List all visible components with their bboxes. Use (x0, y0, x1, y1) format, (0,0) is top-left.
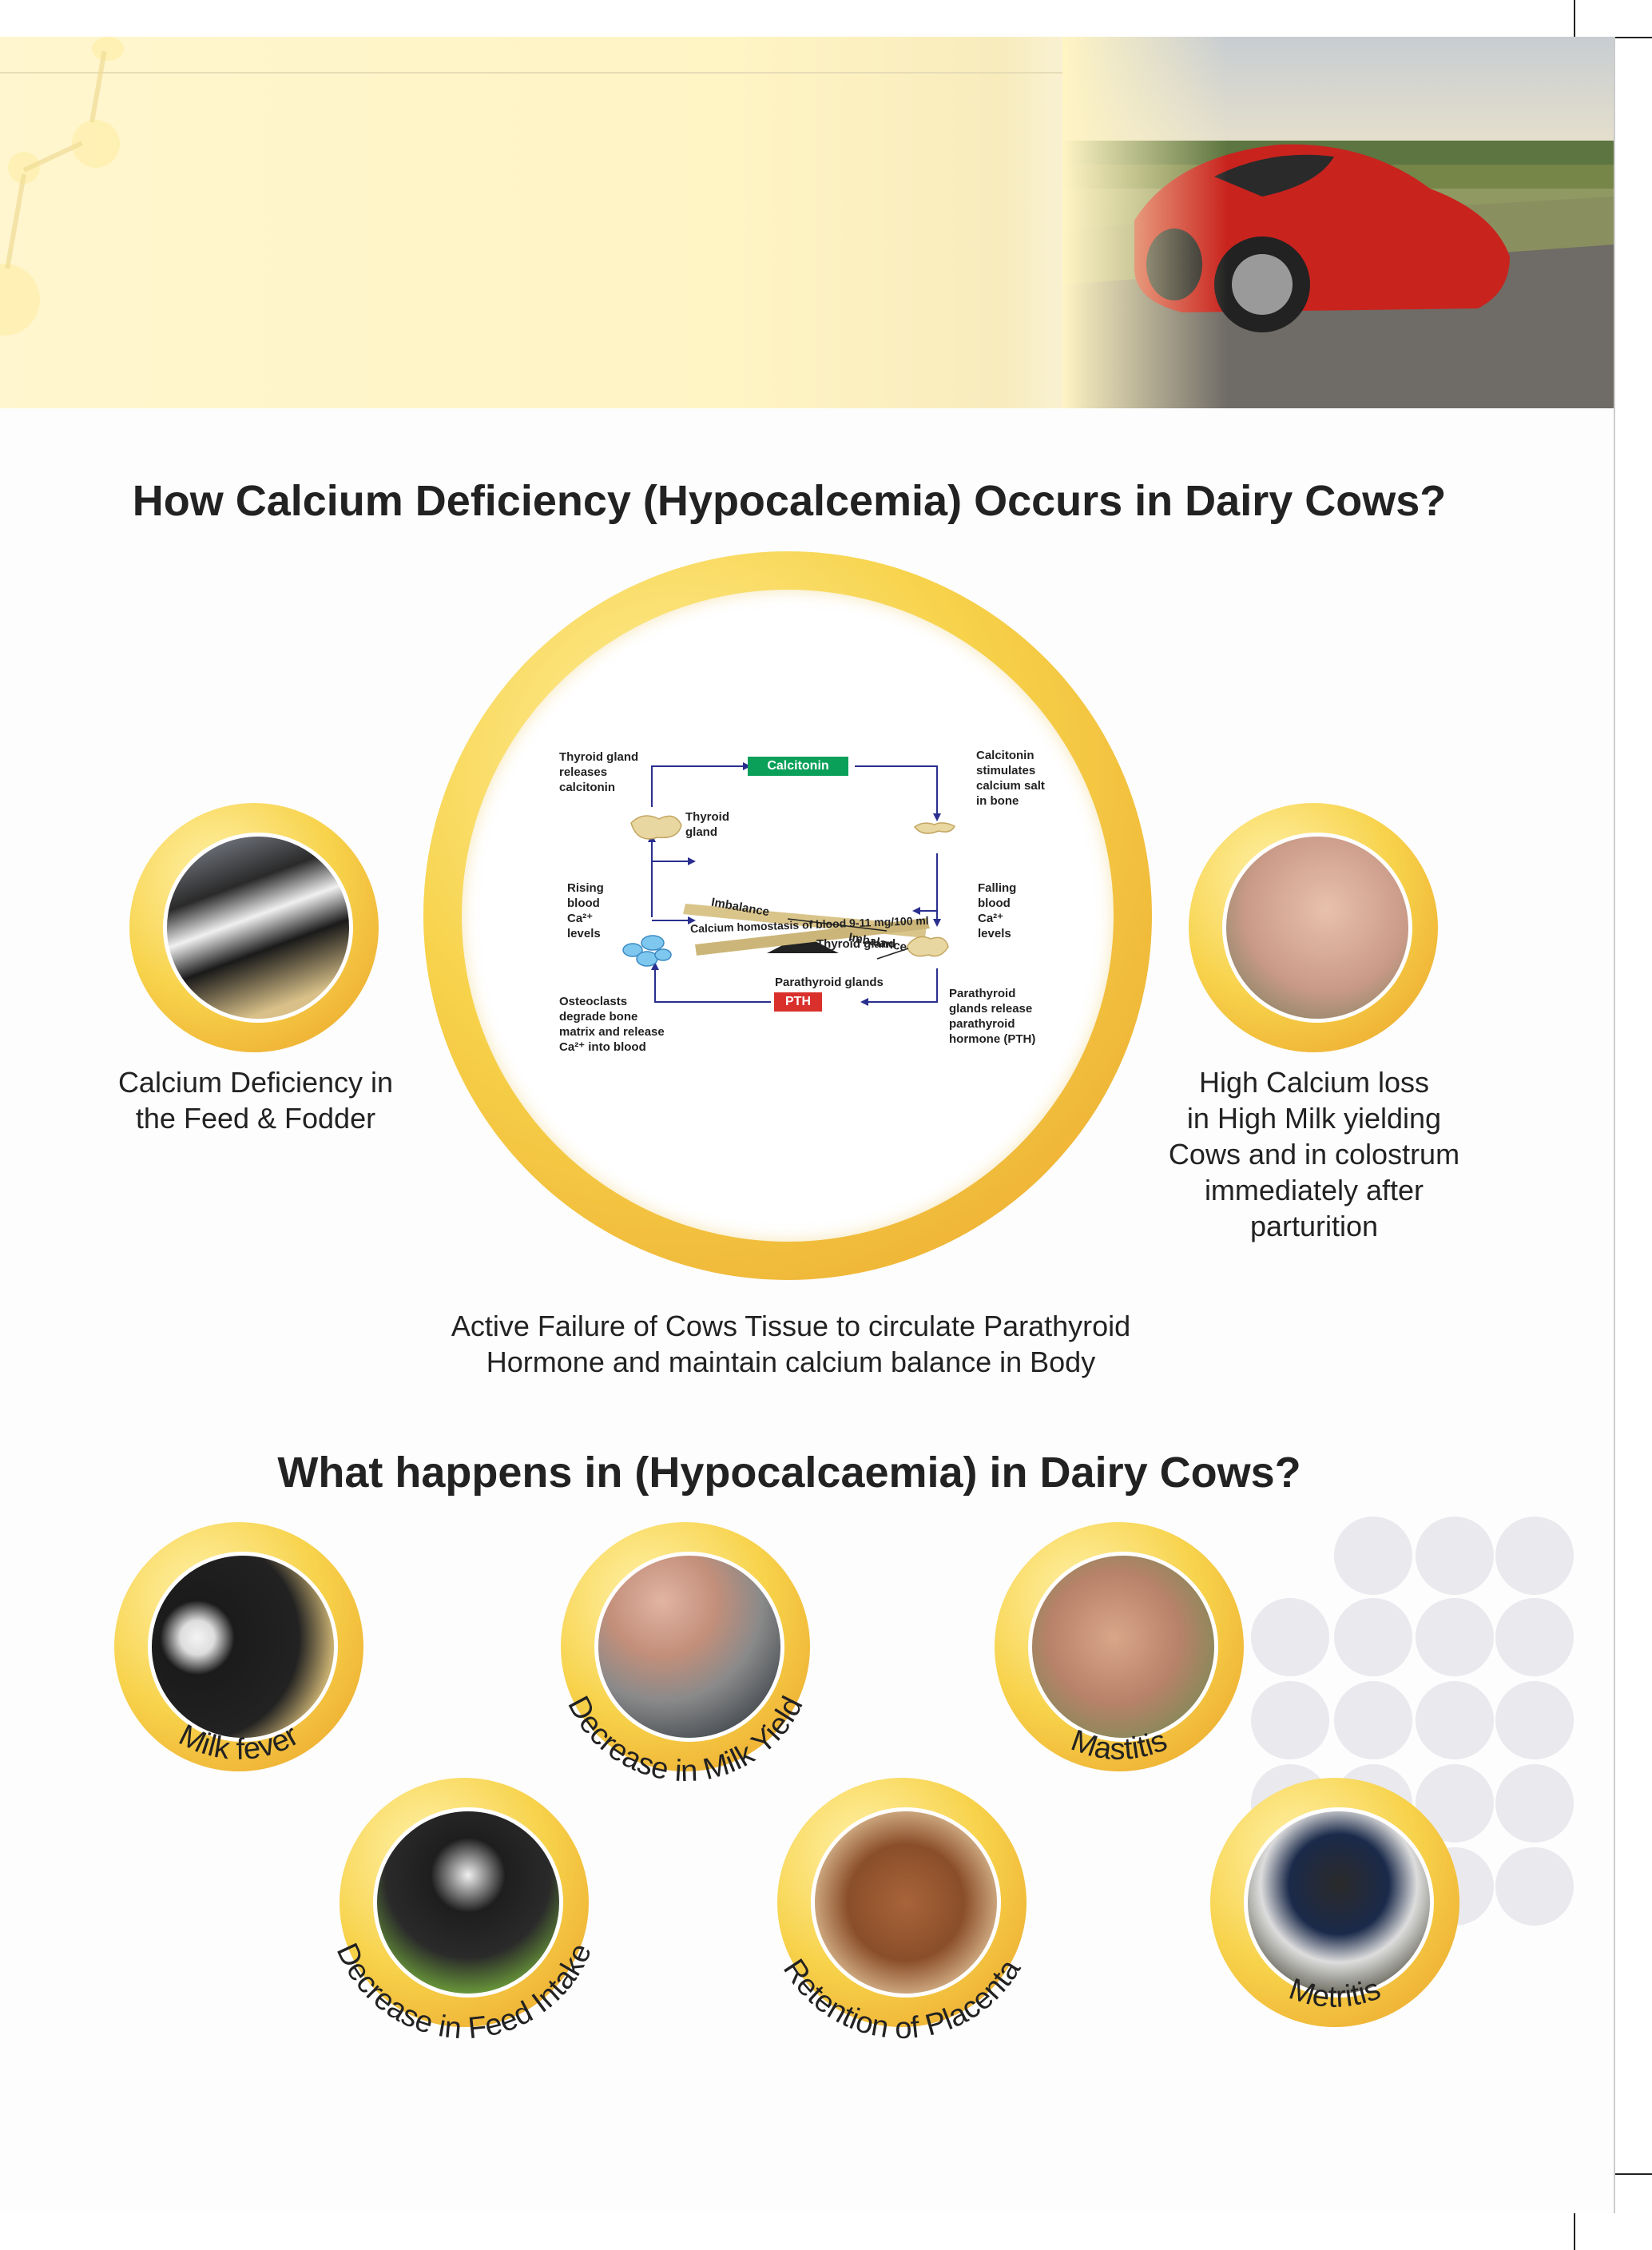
cow-eating-photo (373, 1807, 563, 1998)
milk-loss-caption: High Calcium loss in High Milk yielding Co… (1168, 1066, 1460, 1242)
rising-calcium-text: Rising blood Ca²⁺ levels (567, 881, 604, 940)
pth-box: PTH (774, 992, 822, 1012)
svg-text:Milk fever: Milk fever (174, 1719, 304, 1767)
crop-mark (1574, 2213, 1575, 2250)
udder-photo (1222, 833, 1412, 1023)
thyroid-releases-text: Thyroid gland releases calcitonin (559, 750, 639, 794)
calcitonin-box: Calcitonin (748, 757, 848, 776)
falling-calcium-text: Falling blood Ca²⁺ levels (978, 881, 1017, 940)
svg-text:Decrease in Feed Intake: Decrease in Feed Intake (330, 1938, 598, 2045)
crop-mark (1615, 37, 1652, 38)
seesaw-fulcrum (767, 935, 839, 953)
sports-car-image (1062, 37, 1614, 408)
metritis-photo (1244, 1807, 1434, 1998)
osteoclasts-text: Osteoclasts degrade bone matrix and releas… (559, 995, 665, 1054)
thyroid-gland-2-text: Thyroid gland (816, 937, 896, 951)
calcium-homeostasis-diagram: Calcitonin PTH Thyroid gland releases calc… (551, 743, 1062, 1127)
mastitis-label: Mastitis (1066, 1723, 1171, 1767)
parathyroid-glands-text: Parathyroid glands (775, 976, 884, 989)
seesaw-beam-bottom (695, 918, 930, 956)
parathyroid-release-text: Parathyroid glands release parathyroid horm… (949, 987, 1036, 1046)
milk-fever-photo (148, 1552, 338, 1742)
thyroid-gland-text: Thyroid gland (685, 810, 729, 839)
placenta-label: Retention of Placenta (776, 1953, 1028, 2045)
tissue-failure-caption: Active Failure of Cows Tissue to circula… (451, 1310, 1131, 1378)
feed-deficiency-caption: Calcium Deficiency in the Feed & Fodder (117, 1066, 394, 1135)
milk-fever-label: Milk fever (174, 1719, 304, 1767)
metritis-label: Metritis (1285, 1972, 1384, 2013)
section-title-2: What happens in (Hypocalcaemia) in Dairy… (277, 1449, 1301, 1497)
milk-yield-label: Decrease in Milk Yield (561, 1691, 809, 1788)
svg-text:Metritis: Metritis (1285, 1972, 1384, 2013)
svg-text:Retention of Placenta: Retention of Placenta (776, 1953, 1028, 2045)
crop-mark (1574, 0, 1575, 37)
diagram-arrows (622, 762, 956, 1006)
calcitonin-stimulates-text: Calcitonin stimulates calcium salt in bone (976, 749, 1045, 808)
svg-text:Mastitis: Mastitis (1066, 1723, 1171, 1767)
banner-line (0, 72, 1614, 74)
milking-photo (594, 1552, 784, 1742)
placenta-photo (811, 1807, 1001, 1998)
mastitis-photo (1028, 1552, 1218, 1742)
page-edge (1614, 37, 1615, 2213)
molecule-icon (92, 37, 124, 61)
feed-intake-label: Decrease in Feed Intake (330, 1938, 598, 2045)
cows-feeding-photo (163, 833, 353, 1023)
section-title-1: How Calcium Deficiency (Hypocalcemia) Oc… (132, 477, 1447, 525)
crop-mark (1615, 2173, 1652, 2175)
